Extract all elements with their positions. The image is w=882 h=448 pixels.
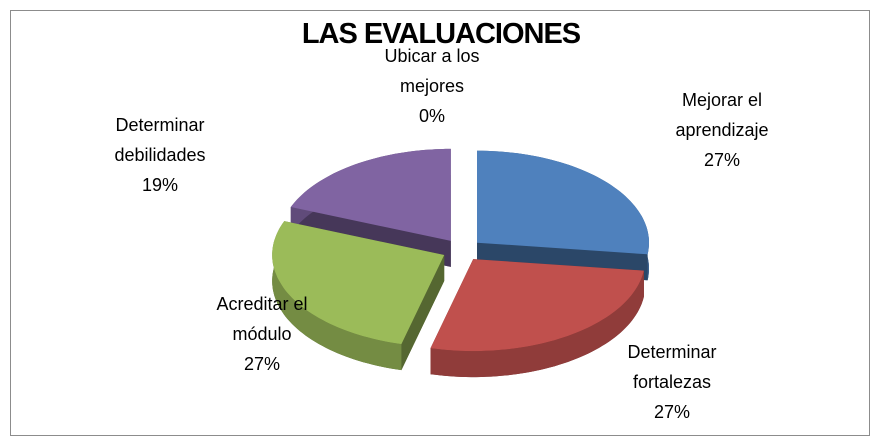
data-label: Mejorar el aprendizaje 27% [647,85,797,175]
category-label: Determinar debilidades [114,115,206,165]
value-label: 19% [141,175,179,195]
slice-wall [272,221,402,371]
slice-top [290,148,451,241]
category-label: Mejorar el aprendizaje [675,90,769,140]
chart-title: LAS EVALUACIONES [301,18,581,50]
category-label: Determinar fortalezas [627,342,717,392]
data-label: Determinar fortalezas 27% [597,337,747,427]
category-label: Acreditar el módulo [216,294,308,344]
slice-side [401,255,445,371]
pie-slice [477,150,649,281]
slice-wall [430,270,644,378]
slice-top [272,221,445,345]
pie-slice [430,259,644,378]
pie-slice [272,221,445,371]
data-label: Acreditar el módulo 27% [192,289,332,379]
data-label: Determinar debilidades 19% [85,110,235,200]
data-label: Ubicar a los mejores 0% [357,41,507,131]
value-label: 27% [703,150,741,170]
chart-frame [10,10,870,436]
category-label: Ubicar a los mejores [384,46,480,96]
value-label: 0% [418,106,445,126]
value-label: 27% [653,402,691,422]
value-label: 27% [243,354,281,374]
slice-top [477,150,649,255]
slice-top [430,259,644,352]
